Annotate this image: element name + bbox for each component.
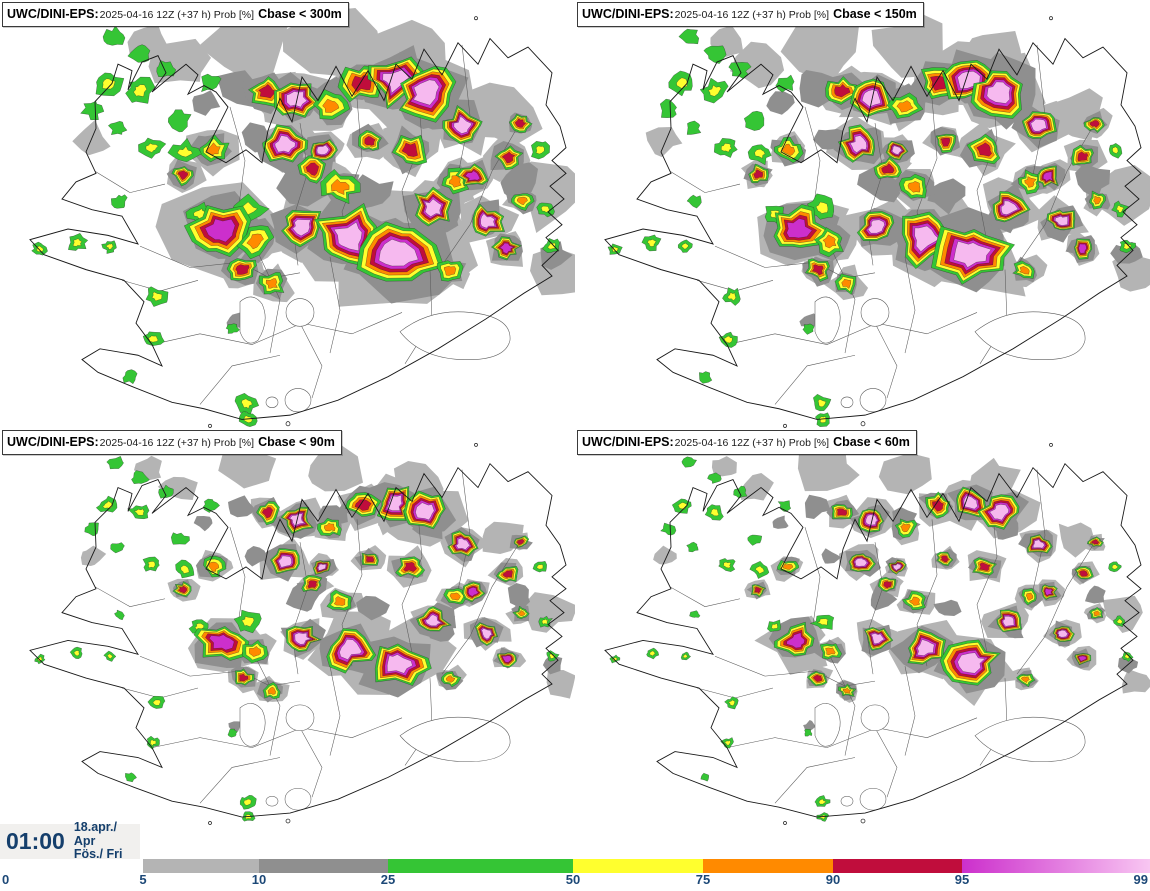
run-info: 2025-04-16 12Z (+37 h) Prob [%] — [674, 9, 830, 21]
run-info: 2025-04-16 12Z (+37 h) Prob [%] — [674, 437, 830, 449]
legend-tick-25: 25 — [380, 872, 396, 887]
threshold-label: Cbase < 150m — [833, 7, 917, 21]
map-panel-cbase-90m: UWC/DINI-EPS:2025-04-16 12Z (+37 h) Prob… — [0, 428, 575, 825]
legend-tick-99: 99 — [1133, 872, 1148, 887]
panel-title-60m: UWC/DINI-EPS:2025-04-16 12Z (+37 h) Prob… — [577, 430, 917, 455]
run-info: 2025-04-16 12Z (+37 h) Prob [%] — [99, 9, 255, 21]
threshold-label: Cbase < 300m — [258, 7, 342, 21]
legend-segment-10-25 — [259, 859, 388, 873]
map-panel-cbase-150m: UWC/DINI-EPS:2025-04-16 12Z (+37 h) Prob… — [575, 0, 1150, 428]
legend-tick-90: 90 — [825, 872, 841, 887]
legend-tick-95: 95 — [954, 872, 970, 887]
model-label: UWC/DINI-EPS: — [582, 7, 674, 21]
run-info: 2025-04-16 12Z (+37 h) Prob [%] — [99, 437, 255, 449]
iceland-prob-map-60m — [604, 441, 1150, 825]
legend-segment-95-99 — [962, 859, 1150, 873]
legend-segment-50-75 — [573, 859, 703, 873]
iceland-prob-map-300m — [29, 3, 575, 428]
legend-segment-25-50 — [388, 859, 573, 873]
model-label: UWC/DINI-EPS: — [7, 435, 99, 449]
threshold-label: Cbase < 90m — [258, 435, 335, 449]
map-panel-cbase-300m: UWC/DINI-EPS:2025-04-16 12Z (+37 h) Prob… — [0, 0, 575, 428]
model-label: UWC/DINI-EPS: — [582, 435, 674, 449]
valid-time-label: 01:00 18.apr./ Apr Fös./ Fri — [0, 819, 140, 862]
legend-tick-75: 75 — [695, 872, 711, 887]
model-label: UWC/DINI-EPS: — [7, 7, 99, 21]
panel-title-300m: UWC/DINI-EPS:2025-04-16 12Z (+37 h) Prob… — [2, 2, 349, 27]
legend-segment-90-95 — [833, 859, 962, 873]
valid-date-line: 18.apr./ Apr — [73, 819, 117, 848]
legend-segment-75-90 — [703, 859, 833, 873]
legend-tick-50: 50 — [565, 872, 581, 887]
legend-segment-5-10 — [143, 859, 259, 873]
panel-title-90m: UWC/DINI-EPS:2025-04-16 12Z (+37 h) Prob… — [2, 430, 342, 455]
threshold-label: Cbase < 60m — [833, 435, 910, 449]
valid-date: 18.apr./ Apr Fös./ Fri — [73, 819, 136, 862]
legend-tick-10: 10 — [251, 872, 267, 887]
iceland-prob-map-90m — [29, 441, 575, 825]
legend-tick-0: 0 — [2, 872, 10, 887]
valid-day-line: Fös./ Fri — [73, 847, 123, 862]
iceland-prob-map-150m — [604, 6, 1150, 428]
legend-tick-5: 5 — [139, 872, 147, 887]
valid-time: 01:00 — [6, 828, 65, 854]
panel-title-150m: UWC/DINI-EPS:2025-04-16 12Z (+37 h) Prob… — [577, 2, 924, 27]
map-panel-cbase-60m: UWC/DINI-EPS:2025-04-16 12Z (+37 h) Prob… — [575, 428, 1150, 825]
